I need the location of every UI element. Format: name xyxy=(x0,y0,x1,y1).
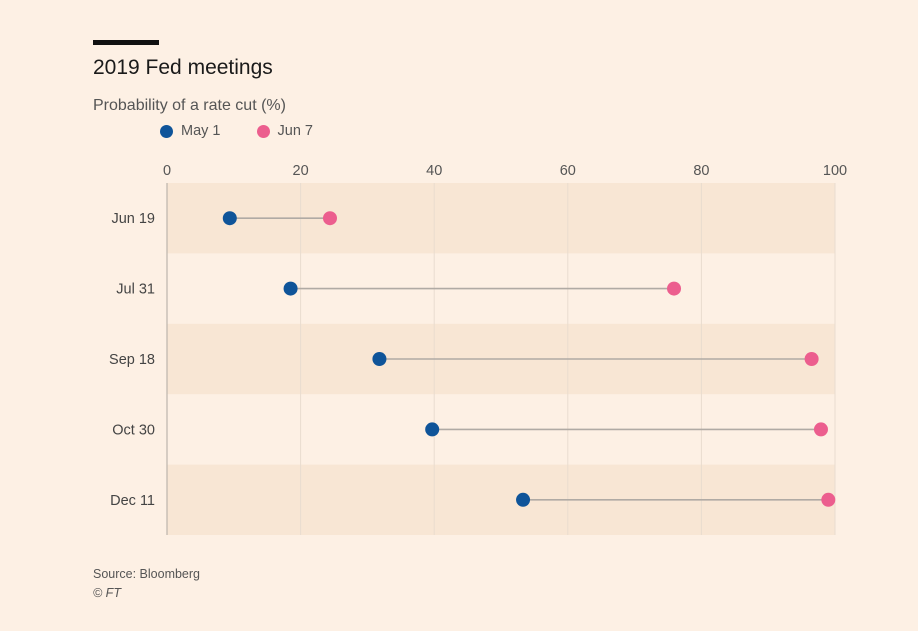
dot-jun-7-sep-18 xyxy=(804,352,819,366)
y-category-label-jul-31: Jul 31 xyxy=(116,282,155,298)
x-tick-label-0: 0 xyxy=(163,163,171,179)
dot-may-1-jun-19 xyxy=(222,211,237,226)
legend-marker-jun-7 xyxy=(256,124,270,138)
legend-item-may-1: May 1 xyxy=(160,123,221,139)
y-category-label-oct-30: Oct 30 xyxy=(112,422,155,438)
dot-jun-7-oct-30 xyxy=(813,422,828,437)
chart-title: 2019 Fed meetings xyxy=(93,56,273,79)
chart-subtitle: Probability of a rate cut (%) xyxy=(93,97,286,114)
legend-marker-may-1 xyxy=(160,124,173,138)
x-tick-label-100: 100 xyxy=(823,163,847,179)
dot-may-1-dec-11 xyxy=(516,492,531,507)
legend: May 1 Jun 7 xyxy=(160,123,349,139)
title-rule xyxy=(93,40,159,45)
legend-label-may-1: May 1 xyxy=(181,123,221,139)
dot-may-1-sep-18 xyxy=(372,352,387,366)
y-category-label-sep-18: Sep 18 xyxy=(109,352,155,368)
legend-item-jun-7: Jun 7 xyxy=(256,123,313,139)
x-tick-label-20: 20 xyxy=(293,163,309,179)
x-tick-label-80: 80 xyxy=(693,163,709,179)
x-tick-label-60: 60 xyxy=(560,163,576,179)
y-category-label-dec-11: Dec 11 xyxy=(110,493,155,509)
legend-label-jun-7: Jun 7 xyxy=(277,123,313,139)
dot-may-1-jul-31 xyxy=(283,281,298,296)
source-note: Source: Bloomberg xyxy=(93,567,201,581)
x-tick-label-40: 40 xyxy=(426,163,442,179)
copyright-note: © FT xyxy=(93,586,121,600)
dot-jun-7-jul-31 xyxy=(667,281,682,296)
dot-jun-7-jun-19 xyxy=(322,211,337,226)
dot-may-1-oct-30 xyxy=(425,422,440,437)
y-category-label-jun-19: Jun 19 xyxy=(111,211,155,227)
dot-jun-7-dec-11 xyxy=(821,492,836,507)
